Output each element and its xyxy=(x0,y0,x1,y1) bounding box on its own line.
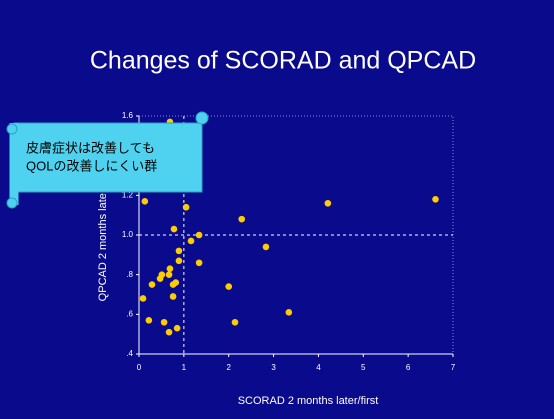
scroll-end xyxy=(6,197,18,209)
point xyxy=(156,275,164,282)
point xyxy=(225,283,233,290)
point xyxy=(169,293,177,300)
point xyxy=(148,281,156,288)
y-tick-label: .8 xyxy=(126,270,133,279)
point xyxy=(165,271,173,278)
point xyxy=(165,328,173,336)
point xyxy=(324,199,332,207)
x-tick-label: 1 xyxy=(182,363,187,372)
point xyxy=(182,203,190,211)
callout: 皮膚症状は改善しても QOLの改善しにくい群 xyxy=(6,111,209,209)
callout-text: 皮膚症状は改善しても xyxy=(26,140,155,155)
point xyxy=(145,316,153,324)
x-tick-label: 7 xyxy=(451,363,456,372)
y-tick-label: 1.0 xyxy=(122,230,134,239)
point xyxy=(160,318,168,326)
x-axis-label: SCORAD 2 months later/first xyxy=(238,395,379,407)
callout-text: QOLの改善しにくい群 xyxy=(26,158,157,173)
point xyxy=(187,237,195,245)
point xyxy=(175,257,183,265)
point xyxy=(173,324,181,332)
point xyxy=(139,295,147,302)
point xyxy=(262,243,270,251)
y-tick-label: 1.6 xyxy=(122,111,134,120)
point xyxy=(238,215,246,223)
x-tick-label: 5 xyxy=(361,363,366,372)
y-axis-label: QPCAD 2 months later/first xyxy=(97,169,109,302)
scroll-end xyxy=(195,111,209,125)
point xyxy=(195,231,203,239)
point xyxy=(432,196,439,203)
x-tick-label: 3 xyxy=(271,363,276,372)
scroll-end xyxy=(6,123,18,135)
point xyxy=(195,259,203,267)
point xyxy=(231,318,239,326)
x-tick-label: 0 xyxy=(137,363,142,372)
point xyxy=(166,265,174,273)
chart-title: Changes of SCORAD and QPCAD xyxy=(90,47,476,75)
point xyxy=(170,225,178,233)
x-tick-label: 4 xyxy=(316,363,321,372)
y-tick-label: .4 xyxy=(126,349,133,358)
point xyxy=(175,247,183,255)
x-tick-label: 2 xyxy=(226,363,231,372)
x-tick-label: 6 xyxy=(406,363,411,372)
point xyxy=(285,309,293,316)
y-tick-label: .6 xyxy=(126,309,133,318)
point xyxy=(169,281,177,288)
y-tick-label: 1.2 xyxy=(122,190,134,199)
point xyxy=(141,197,149,205)
